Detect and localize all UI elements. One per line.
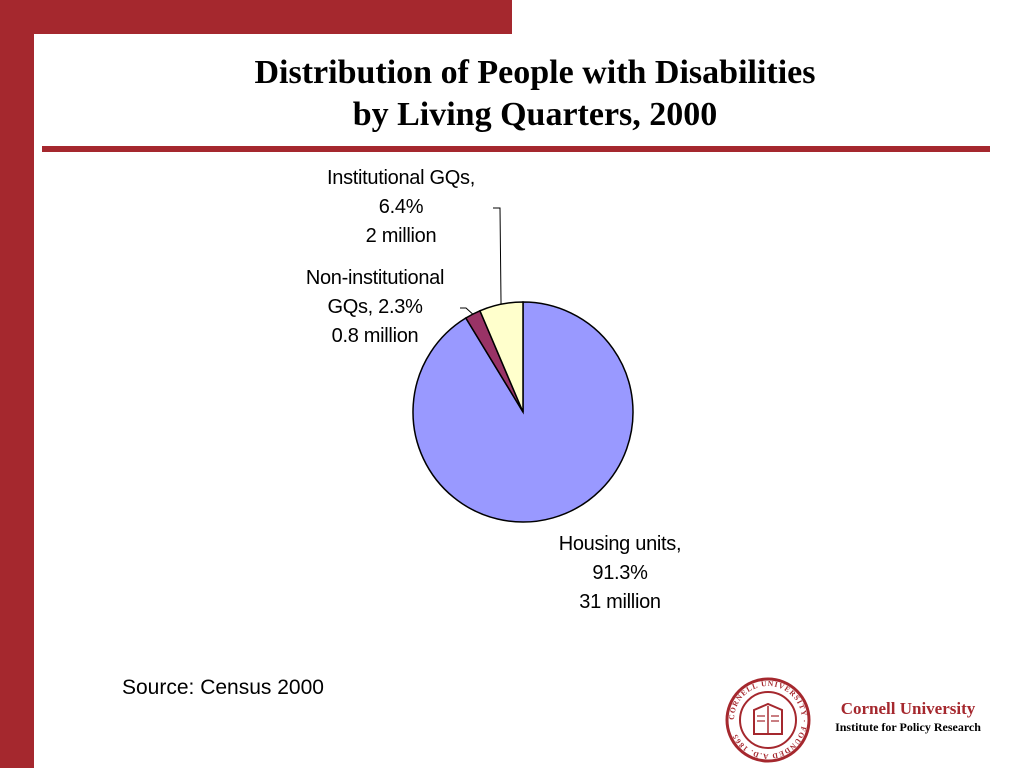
slice-label-line: Housing units,: [558, 533, 682, 555]
slice-label-line: 6.4%: [378, 196, 424, 218]
logo-name: Cornell University: [840, 699, 976, 718]
title-line-1: Distribution of People with Disabilities: [254, 54, 816, 91]
title-line-2: by Living Quarters, 2000: [352, 96, 718, 133]
slide-title: Distribution of People with Disabilities…: [180, 52, 890, 136]
left-accent-bar: [0, 0, 34, 768]
slice-label-housing-units: Housing units, 91.3% 31 million: [540, 530, 700, 617]
title-divider: [42, 146, 990, 152]
leader-line-institutional: [493, 207, 502, 305]
slice-label-institutional: Institutional GQs, 6.4% 2 million: [306, 164, 496, 251]
slice-label-line: 91.3%: [592, 562, 648, 584]
leader-line-non-institutional: [460, 307, 474, 315]
slice-label-line: 0.8 million: [331, 325, 419, 347]
slice-label-line: Institutional GQs,: [327, 167, 475, 189]
cornell-seal-logo: CORNELL UNIVERSITY · FOUNDED A.D. 1865: [725, 677, 811, 763]
slice-label-non-institutional: Non-institutional GQs, 2.3% 0.8 million: [280, 264, 470, 351]
slice-label-line: Non-institutional: [305, 267, 445, 289]
top-accent-bar: [0, 0, 512, 34]
logo-subtitle: Institute for Policy Research: [835, 720, 981, 734]
pie-slice-institutional: [478, 301, 524, 413]
source-note: Source: Census 2000: [122, 676, 324, 699]
slice-label-line: GQs, 2.3%: [327, 296, 423, 318]
slice-label-line: 2 million: [365, 225, 437, 247]
slice-label-line: 31 million: [579, 591, 661, 613]
cornell-wordmark: Cornell University Institute for Policy …: [818, 698, 998, 735]
